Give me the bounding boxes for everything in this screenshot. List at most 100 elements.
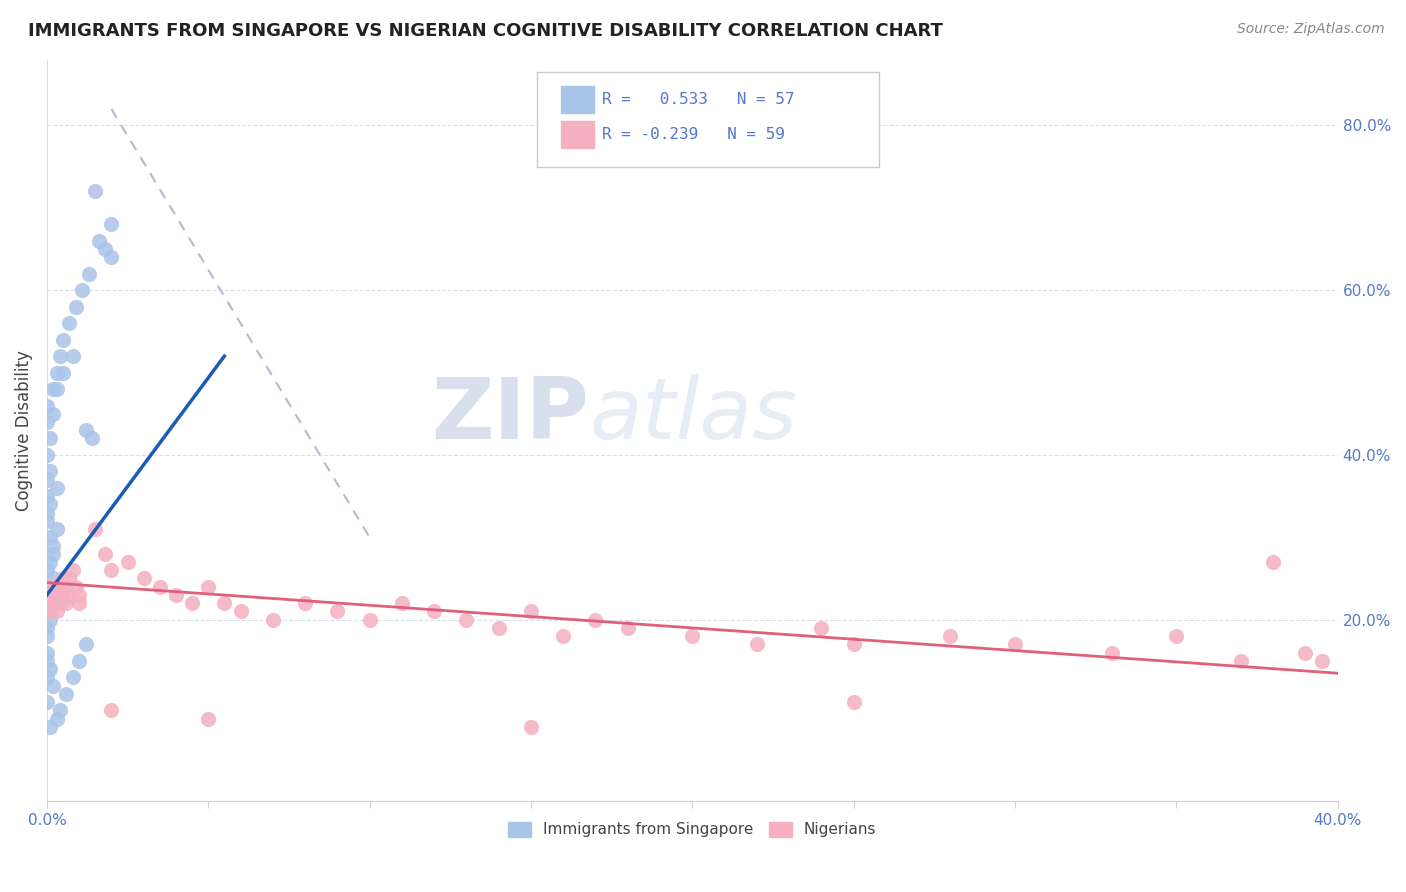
- Point: [35, 646, 58, 660]
- Text: IMMIGRANTS FROM SINGAPORE VS NIGERIAN COGNITIVE DISABILITY CORRELATION CHART: IMMIGRANTS FROM SINGAPORE VS NIGERIAN CO…: [28, 22, 943, 40]
- Point: [1101, 646, 1123, 660]
- Point: [35, 473, 58, 487]
- Point: [42, 547, 65, 561]
- Text: R = -0.239   N = 59: R = -0.239 N = 59: [602, 127, 785, 142]
- Point: [35, 448, 58, 462]
- Point: [42, 539, 65, 553]
- Point: [42, 407, 65, 421]
- Text: ZIP: ZIP: [432, 374, 589, 457]
- Point: [35, 695, 58, 709]
- Point: [810, 621, 832, 635]
- Point: [62, 563, 84, 577]
- Point: [72, 283, 94, 297]
- Point: [456, 613, 478, 627]
- Point: [262, 613, 284, 627]
- Point: [42, 596, 65, 610]
- Point: [39, 596, 62, 610]
- Point: [229, 604, 252, 618]
- Point: [67, 588, 90, 602]
- Point: [67, 654, 90, 668]
- Point: [214, 596, 236, 610]
- Text: Source: ZipAtlas.com: Source: ZipAtlas.com: [1237, 22, 1385, 37]
- Point: [842, 637, 865, 651]
- Point: [35, 514, 58, 528]
- Point: [100, 217, 122, 231]
- Point: [165, 588, 187, 602]
- Point: [520, 720, 543, 734]
- Point: [616, 621, 638, 635]
- Point: [745, 637, 768, 651]
- Y-axis label: Cognitive Disability: Cognitive Disability: [15, 350, 32, 511]
- Point: [42, 382, 65, 396]
- Point: [45, 366, 67, 380]
- Point: [35, 588, 58, 602]
- Point: [35, 489, 58, 503]
- Point: [39, 432, 62, 446]
- Point: [84, 522, 107, 536]
- Point: [52, 366, 75, 380]
- Point: [585, 613, 607, 627]
- Point: [1230, 654, 1253, 668]
- Point: [87, 234, 110, 248]
- Point: [100, 703, 122, 717]
- Text: R =   0.533   N = 57: R = 0.533 N = 57: [602, 92, 794, 107]
- Point: [35, 670, 58, 684]
- Point: [42, 679, 65, 693]
- Point: [75, 423, 97, 437]
- Point: [35, 604, 58, 618]
- Point: [35, 399, 58, 413]
- Point: [681, 629, 703, 643]
- Point: [39, 555, 62, 569]
- Point: [45, 604, 67, 618]
- Point: [35, 654, 58, 668]
- Point: [49, 596, 72, 610]
- Point: [55, 580, 77, 594]
- Point: [35, 580, 58, 594]
- FancyBboxPatch shape: [537, 72, 879, 167]
- Point: [520, 604, 543, 618]
- Point: [75, 637, 97, 651]
- Point: [45, 522, 67, 536]
- Point: [39, 465, 62, 479]
- Point: [294, 596, 316, 610]
- Point: [1004, 637, 1026, 651]
- Point: [149, 580, 172, 594]
- Point: [49, 349, 72, 363]
- Point: [77, 267, 100, 281]
- Point: [35, 506, 58, 520]
- Point: [65, 300, 87, 314]
- Point: [1166, 629, 1188, 643]
- Point: [42, 572, 65, 586]
- Point: [35, 629, 58, 643]
- Point: [58, 572, 80, 586]
- Point: [45, 588, 67, 602]
- FancyBboxPatch shape: [561, 87, 595, 113]
- Point: [197, 580, 219, 594]
- Point: [94, 547, 117, 561]
- Point: [84, 185, 107, 199]
- Point: [52, 572, 75, 586]
- Point: [39, 662, 62, 676]
- Point: [39, 530, 62, 544]
- Point: [197, 712, 219, 726]
- Point: [94, 242, 117, 256]
- FancyBboxPatch shape: [561, 121, 595, 148]
- Point: [181, 596, 204, 610]
- Point: [391, 596, 413, 610]
- Point: [35, 621, 58, 635]
- Point: [100, 563, 122, 577]
- Point: [35, 596, 58, 610]
- Point: [67, 596, 90, 610]
- Point: [42, 580, 65, 594]
- Point: [65, 580, 87, 594]
- Point: [1310, 654, 1333, 668]
- Point: [488, 621, 510, 635]
- Point: [326, 604, 349, 618]
- Point: [80, 432, 103, 446]
- Point: [100, 250, 122, 264]
- Point: [35, 415, 58, 429]
- Point: [39, 604, 62, 618]
- Point: [49, 580, 72, 594]
- Point: [55, 596, 77, 610]
- Point: [58, 316, 80, 330]
